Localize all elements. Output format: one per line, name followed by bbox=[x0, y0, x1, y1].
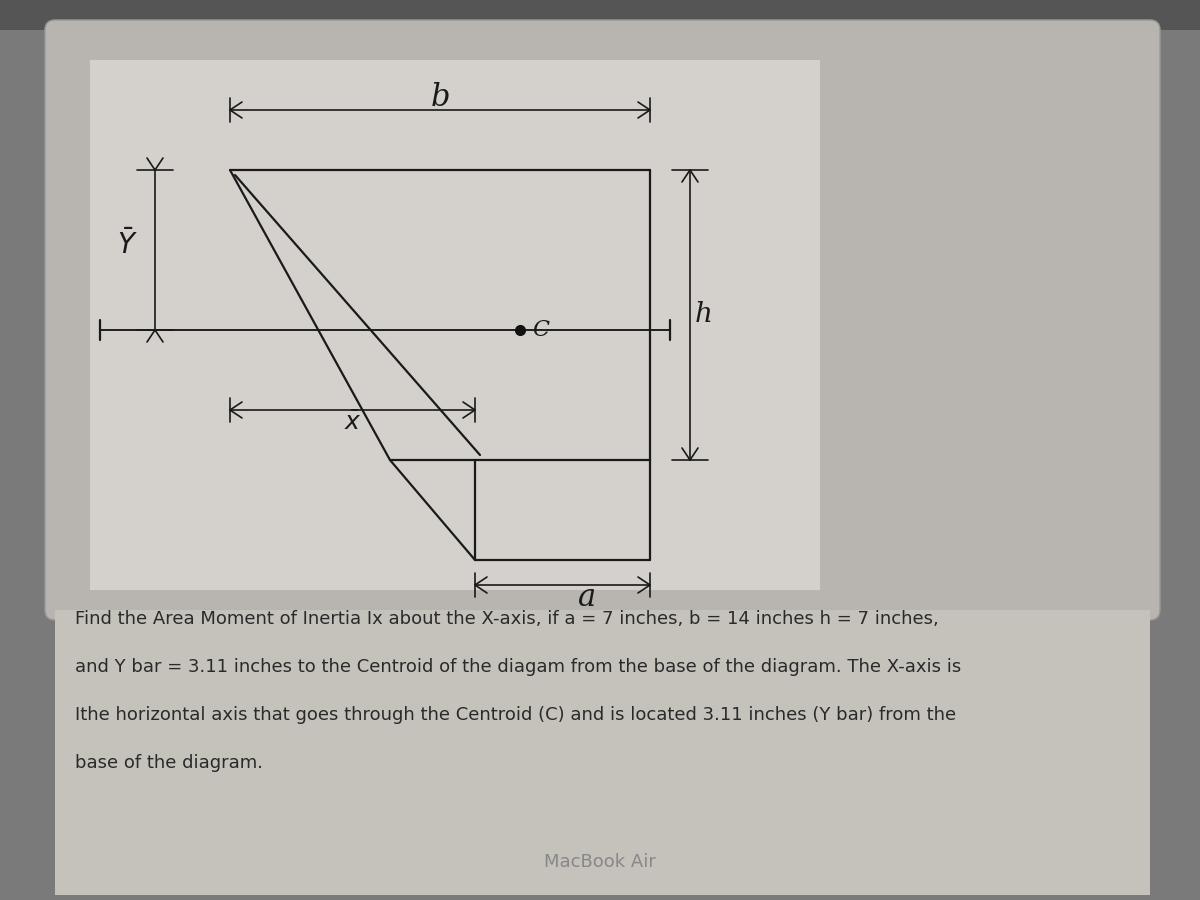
Text: and Y bar = 3.11 inches to the Centroid of the diagam from the base of the diagr: and Y bar = 3.11 inches to the Centroid … bbox=[74, 658, 961, 676]
FancyBboxPatch shape bbox=[55, 610, 1150, 895]
Text: C: C bbox=[532, 319, 550, 341]
Text: a: a bbox=[578, 582, 596, 613]
FancyBboxPatch shape bbox=[46, 20, 1160, 620]
Bar bbox=[0, 0, 1200, 30]
Text: $\bar{x}$: $\bar{x}$ bbox=[343, 412, 361, 435]
Text: Find the Area Moment of Inertia Ix about the X-axis, if a = 7 inches, b = 14 inc: Find the Area Moment of Inertia Ix about… bbox=[74, 610, 938, 628]
Text: $\bar{Y}$: $\bar{Y}$ bbox=[116, 230, 137, 260]
Text: base of the diagram.: base of the diagram. bbox=[74, 754, 263, 772]
Text: MacBook Air: MacBook Air bbox=[544, 853, 656, 871]
Text: b: b bbox=[431, 82, 450, 113]
Text: h: h bbox=[695, 302, 713, 328]
FancyBboxPatch shape bbox=[90, 60, 820, 590]
Text: Ithe horizontal axis that goes through the Centroid (C) and is located 3.11 inch: Ithe horizontal axis that goes through t… bbox=[74, 706, 956, 724]
